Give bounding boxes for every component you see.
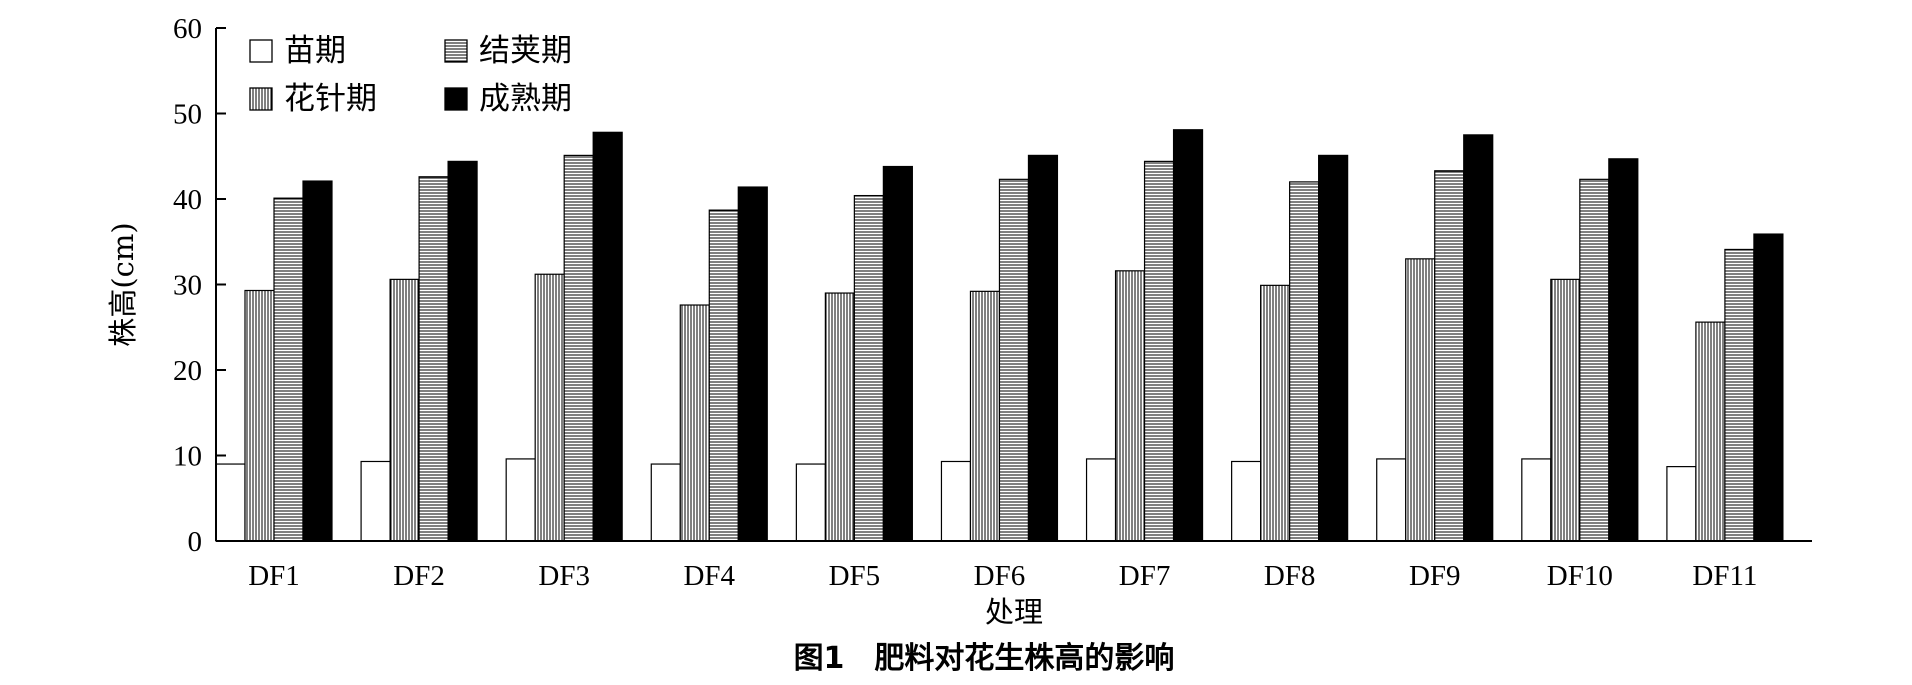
bar-df1-series-4 (302, 180, 333, 542)
bar-df4-series-2 (679, 304, 710, 542)
y-tick-label: 40 (173, 184, 202, 216)
y-tick-label: 10 (173, 441, 202, 473)
y-axis-label: 株高(cm) (106, 222, 140, 346)
bar-df11-series-3 (1724, 248, 1755, 542)
bar-df11-series-1 (1666, 466, 1697, 542)
bar-df2-series-4 (447, 160, 478, 542)
bar-df7-series-4 (1172, 129, 1204, 542)
bar-df6-series-2 (969, 290, 1001, 542)
bar-df9-series-2 (1405, 258, 1436, 542)
x-tick-label: DF9 (1409, 560, 1461, 592)
bar-df5-series-4 (882, 165, 913, 542)
legend-swatch-4 (444, 87, 468, 111)
x-tick-label: DF1 (248, 560, 300, 592)
bar-df4-series-3 (708, 209, 739, 542)
bar-df7-series-1 (1085, 458, 1117, 542)
bar-df3-series-1 (505, 458, 536, 542)
bar-df9-series-3 (1434, 170, 1465, 542)
bar-df9-series-4 (1463, 134, 1494, 542)
bar-df4-series-4 (737, 186, 768, 542)
x-tick-label: DF4 (683, 560, 735, 592)
y-tick-label: 0 (188, 526, 203, 558)
bar-df1-series-2 (244, 289, 275, 542)
legend-label-4: 成熟期 (479, 81, 572, 117)
figure-caption: 图1 肥料对花生株高的影响 (794, 641, 1175, 676)
bar-df4-series-1 (650, 463, 681, 542)
legend-swatch-3 (444, 39, 468, 63)
bar-df3-series-4 (592, 131, 623, 542)
bar-df3-series-3 (563, 154, 594, 542)
x-tick-label: DF7 (1119, 560, 1171, 592)
bar-df6-series-3 (998, 178, 1030, 542)
bar-df2-series-1 (360, 460, 391, 542)
y-tick-label: 50 (173, 99, 202, 131)
y-tick-label: 30 (173, 270, 202, 302)
bar-df2-series-3 (418, 176, 449, 542)
x-tick-label: DF8 (1264, 560, 1316, 592)
bar-df10-series-1 (1521, 458, 1552, 542)
y-tick-label: 60 (173, 13, 202, 45)
legend-swatch-2 (249, 87, 273, 111)
legend-label-2: 花针期 (284, 81, 377, 117)
bar-df3-series-2 (534, 273, 565, 542)
x-tick-label: DF3 (538, 560, 590, 592)
bar-df11-series-4 (1753, 233, 1784, 542)
bar-df8-series-2 (1260, 284, 1291, 542)
x-tick-label: DF10 (1547, 560, 1613, 592)
legend-swatch-1 (249, 39, 273, 63)
bar-df7-series-2 (1114, 270, 1146, 542)
bar-df1-series-1 (215, 463, 246, 542)
bar-df10-series-4 (1608, 158, 1639, 542)
legend-label-1: 苗期 (284, 33, 346, 69)
bar-df5-series-2 (824, 292, 855, 542)
bar-df7-series-3 (1143, 160, 1175, 542)
bar-df9-series-1 (1376, 458, 1407, 542)
bar-df5-series-3 (853, 194, 884, 542)
bars-layer (215, 129, 1784, 542)
bar-df8-series-3 (1289, 181, 1320, 542)
x-tick-label: DF11 (1692, 560, 1757, 592)
x-tick-label: DF2 (393, 560, 445, 592)
bar-df5-series-1 (795, 463, 826, 542)
bar-df8-series-4 (1318, 154, 1349, 542)
bar-df11-series-2 (1695, 321, 1726, 542)
x-categories-layer: DF1 DF2 DF3 DF4 DF5 DF6 DF7 DF8 DF9 DF10 DF11 (248, 560, 1757, 592)
bar-df10-series-3 (1579, 178, 1610, 542)
bar-df2-series-2 (389, 278, 420, 542)
legend-label-3: 结荚期 (479, 33, 572, 69)
y-tick-label: 20 (173, 355, 202, 387)
x-axis-label: 处理 (985, 595, 1043, 629)
x-tick-label: DF5 (829, 560, 881, 592)
x-tick-label: DF6 (974, 560, 1026, 592)
bar-df6-series-4 (1027, 154, 1059, 542)
bar-df8-series-1 (1231, 460, 1262, 542)
bar-df6-series-1 (940, 460, 972, 542)
bar-df1-series-3 (273, 197, 304, 542)
bar-df10-series-2 (1550, 278, 1581, 542)
y-ticks-layer: 0 10 20 30 40 50 60 (173, 13, 226, 558)
